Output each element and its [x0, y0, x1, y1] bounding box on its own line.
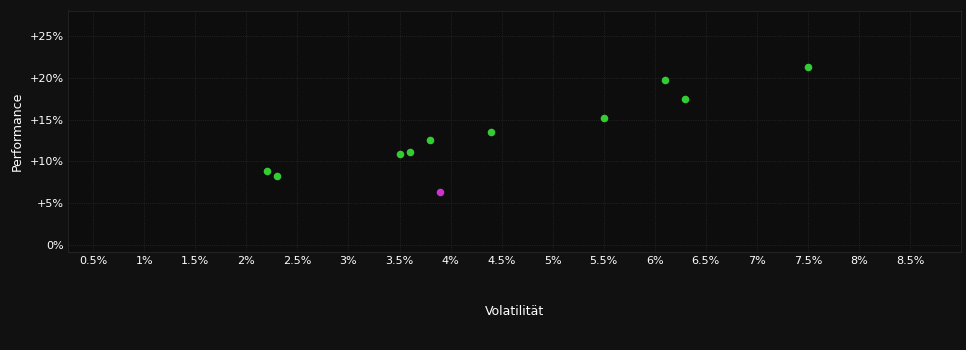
Point [392, 151, 408, 157]
Point [678, 97, 694, 102]
X-axis label: Volatilität: Volatilität [485, 305, 544, 318]
Point [433, 190, 448, 195]
Point [270, 173, 285, 178]
Point [484, 129, 499, 135]
Point [596, 115, 611, 121]
Point [422, 137, 438, 142]
Y-axis label: Performance: Performance [11, 92, 24, 171]
Point [657, 77, 672, 83]
Point [402, 149, 417, 155]
Point [800, 64, 815, 70]
Point [259, 168, 274, 174]
